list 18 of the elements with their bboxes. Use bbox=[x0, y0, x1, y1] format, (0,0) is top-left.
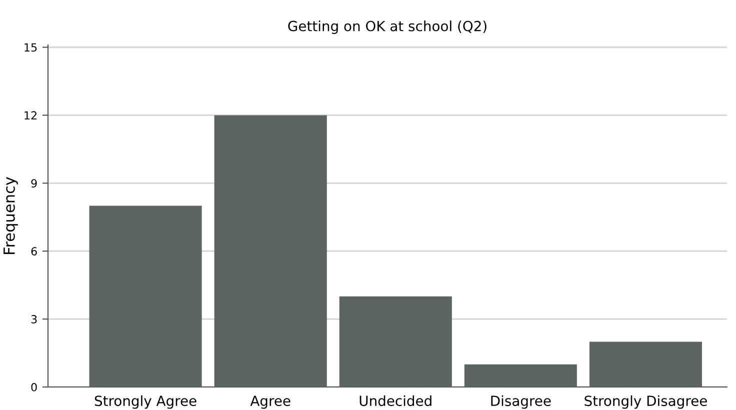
x-tick-label: Strongly Disagree bbox=[584, 395, 707, 409]
y-tick-label: 15 bbox=[24, 43, 37, 52]
y-axis-title: Frequency bbox=[4, 176, 18, 254]
bar bbox=[339, 296, 452, 387]
x-tick-label: Undecided bbox=[360, 395, 432, 406]
y-tick-label: 3 bbox=[31, 315, 37, 324]
y-tick-label: 6 bbox=[31, 247, 37, 256]
y-tick-label: 9 bbox=[31, 179, 37, 188]
bar bbox=[89, 206, 202, 387]
bar bbox=[589, 342, 702, 387]
x-tick-label: Agree bbox=[250, 396, 290, 409]
bar bbox=[464, 364, 577, 387]
chart-title: Getting on OK at school (Q2) bbox=[288, 20, 486, 34]
x-tick-label: Disagree bbox=[491, 395, 551, 409]
y-tick-label: 0 bbox=[31, 382, 37, 392]
x-tick-label: Strongly Agree bbox=[94, 395, 196, 409]
bar bbox=[214, 115, 327, 387]
y-tick-label: 12 bbox=[24, 111, 36, 120]
